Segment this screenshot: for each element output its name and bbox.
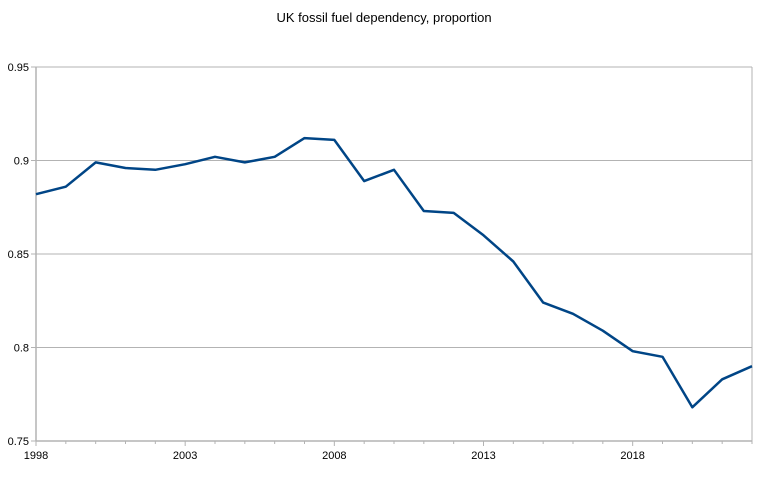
x-axis: 1998 2003 2008 2013 2018	[24, 441, 752, 462]
y-tick-label: 0.95	[8, 62, 29, 74]
y-tick-label: 0.9	[14, 156, 29, 168]
x-tick-label: 2003	[173, 450, 197, 462]
x-tick-label: 2008	[322, 450, 346, 462]
x-tick-label: 2018	[620, 450, 644, 462]
chart-title: UK fossil fuel dependency, proportion	[276, 10, 491, 25]
y-tick-label: 0.85	[8, 249, 29, 261]
x-tick-label: 2013	[471, 450, 495, 462]
y-tick-label: 0.8	[14, 343, 29, 355]
y-axis: 0.75 0.8 0.85 0.9 0.95	[8, 62, 36, 448]
x-tick-label: 1998	[24, 450, 48, 462]
grid	[36, 67, 752, 441]
data-points	[36, 138, 752, 407]
y-tick-label: 0.75	[8, 436, 29, 448]
series-line	[36, 138, 752, 407]
